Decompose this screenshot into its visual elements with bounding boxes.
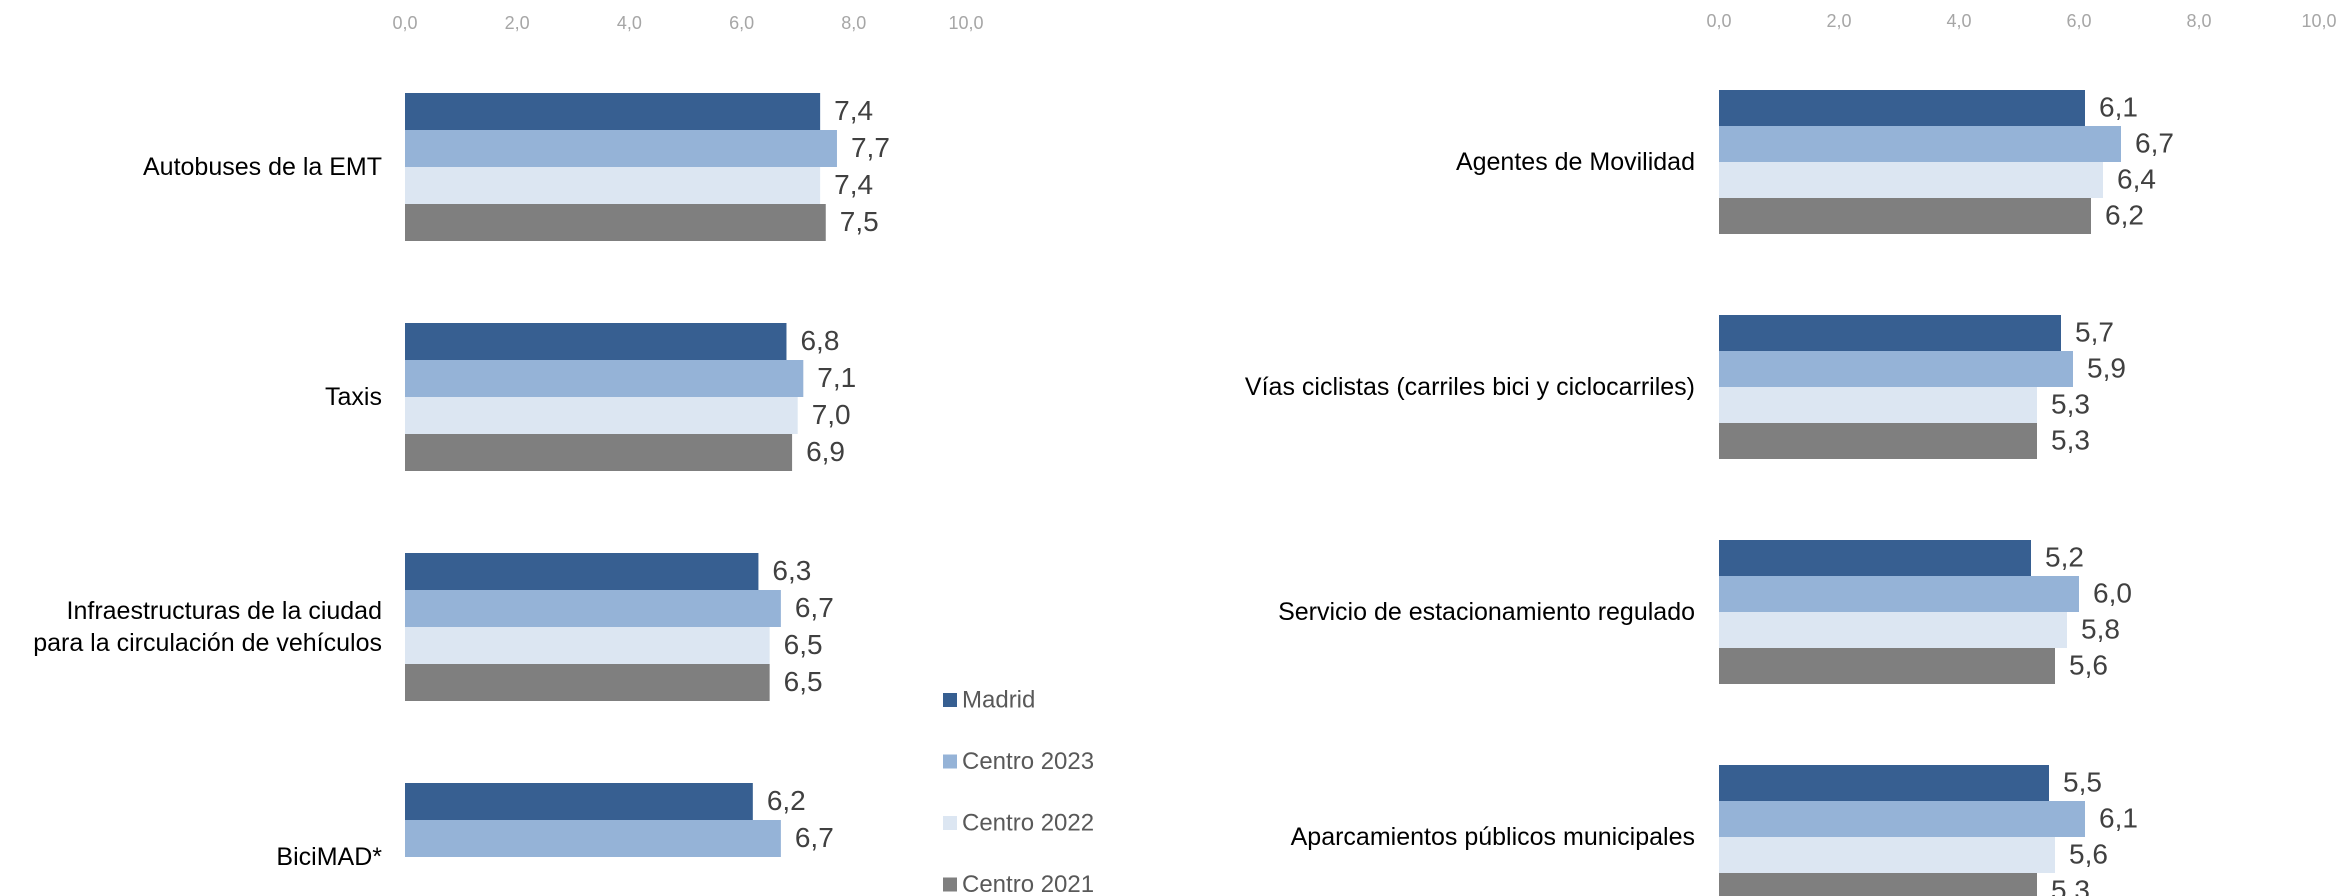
bar — [1719, 126, 2121, 162]
value-label: 6,1 — [2099, 91, 2138, 122]
value-label: 6,7 — [795, 822, 834, 853]
value-label: 6,5 — [784, 666, 823, 697]
bar — [405, 783, 753, 820]
bar — [405, 664, 770, 701]
bar — [1719, 387, 2037, 423]
bar — [1719, 315, 2061, 351]
bar — [1719, 198, 2091, 234]
value-label: 5,3 — [2051, 424, 2090, 455]
value-label: 5,8 — [2081, 613, 2120, 644]
value-label: 5,5 — [2063, 766, 2102, 797]
value-label: 6,1 — [2099, 802, 2138, 833]
bar — [1719, 423, 2037, 459]
category-label: Agentes de Movilidad — [1455, 148, 1695, 176]
value-label: 5,9 — [2087, 352, 2126, 383]
x-tick-label: 4,0 — [617, 13, 642, 33]
category-label: Infraestructuras de la ciudad para la ci… — [33, 597, 382, 657]
bar — [405, 397, 798, 434]
legend-swatch — [943, 754, 957, 769]
x-tick-label: 2,0 — [1826, 11, 1851, 31]
bar — [1719, 162, 2103, 198]
bar — [1719, 648, 2055, 684]
value-label: 6,7 — [2135, 127, 2174, 158]
value-label: 5,3 — [2051, 388, 2090, 419]
legend-swatch — [943, 693, 957, 707]
category-label: Servicio de estacionamiento regulado — [1278, 598, 1695, 626]
bar — [1719, 837, 2055, 873]
category-label: Autobuses de la EMT — [142, 153, 382, 181]
bar — [405, 820, 781, 857]
legend-label: Centro 2023 — [962, 748, 1094, 775]
value-label: 7,7 — [851, 132, 890, 163]
value-label: 6,0 — [2093, 577, 2132, 608]
value-label: 6,9 — [806, 436, 845, 467]
bar — [1719, 873, 2037, 896]
category-label: BiciMAD* — [276, 843, 382, 871]
bar — [405, 130, 837, 167]
value-label: 5,6 — [2069, 838, 2108, 869]
value-label: 6,2 — [767, 785, 806, 816]
bar — [1719, 612, 2067, 648]
legend-label: Madrid — [962, 686, 1035, 713]
bar — [405, 627, 770, 664]
value-label: 7,1 — [817, 362, 856, 393]
bar — [1719, 351, 2073, 387]
bar — [1719, 90, 2085, 126]
x-tick-label: 6,0 — [729, 13, 754, 33]
bar — [405, 553, 759, 590]
legend-swatch — [943, 816, 957, 830]
value-label: 6,5 — [784, 629, 823, 660]
value-label: 5,3 — [2051, 874, 2090, 896]
bar — [405, 323, 787, 360]
bar — [405, 204, 826, 241]
value-label: 6,4 — [2117, 163, 2156, 194]
bar — [1719, 540, 2031, 576]
x-tick-label: 8,0 — [2186, 11, 2211, 31]
legend-label: Centro 2022 — [962, 809, 1094, 836]
bar — [405, 93, 821, 130]
x-tick-label: 4,0 — [1946, 11, 1971, 31]
value-label: 6,3 — [772, 555, 811, 586]
value-label: 6,8 — [800, 325, 839, 356]
bar — [1719, 576, 2079, 612]
category-label: Taxis — [325, 383, 382, 411]
bar — [405, 590, 781, 627]
bar — [1719, 801, 2085, 837]
x-tick-label: 0,0 — [1706, 11, 1731, 31]
value-label: 5,7 — [2075, 316, 2114, 347]
bar — [1719, 765, 2049, 801]
legend-label: Centro 2021 — [962, 871, 1094, 896]
x-tick-label: 2,0 — [505, 13, 530, 33]
category-label: Vías ciclistas (carriles bici y ciclocar… — [1244, 373, 1695, 401]
legend-swatch — [943, 877, 957, 892]
category-label: Aparcamientos públicos municipales — [1290, 823, 1695, 851]
value-label: 6,2 — [2105, 199, 2144, 230]
value-label: 7,4 — [834, 169, 873, 200]
value-label: 5,6 — [2069, 649, 2108, 680]
bar — [405, 360, 804, 397]
x-tick-label: 6,0 — [2066, 11, 2091, 31]
x-tick-label: 8,0 — [841, 13, 866, 33]
value-label: 7,4 — [834, 95, 873, 126]
x-tick-label: 0,0 — [392, 13, 417, 33]
bar — [405, 167, 821, 204]
x-tick-label: 10,0 — [2301, 11, 2336, 31]
value-label: 5,2 — [2045, 541, 2084, 572]
x-tick-label: 10,0 — [948, 13, 983, 33]
bar — [405, 434, 793, 471]
value-label: 6,7 — [795, 592, 834, 623]
value-label: 7,5 — [840, 206, 879, 237]
value-label: 7,0 — [812, 399, 851, 430]
